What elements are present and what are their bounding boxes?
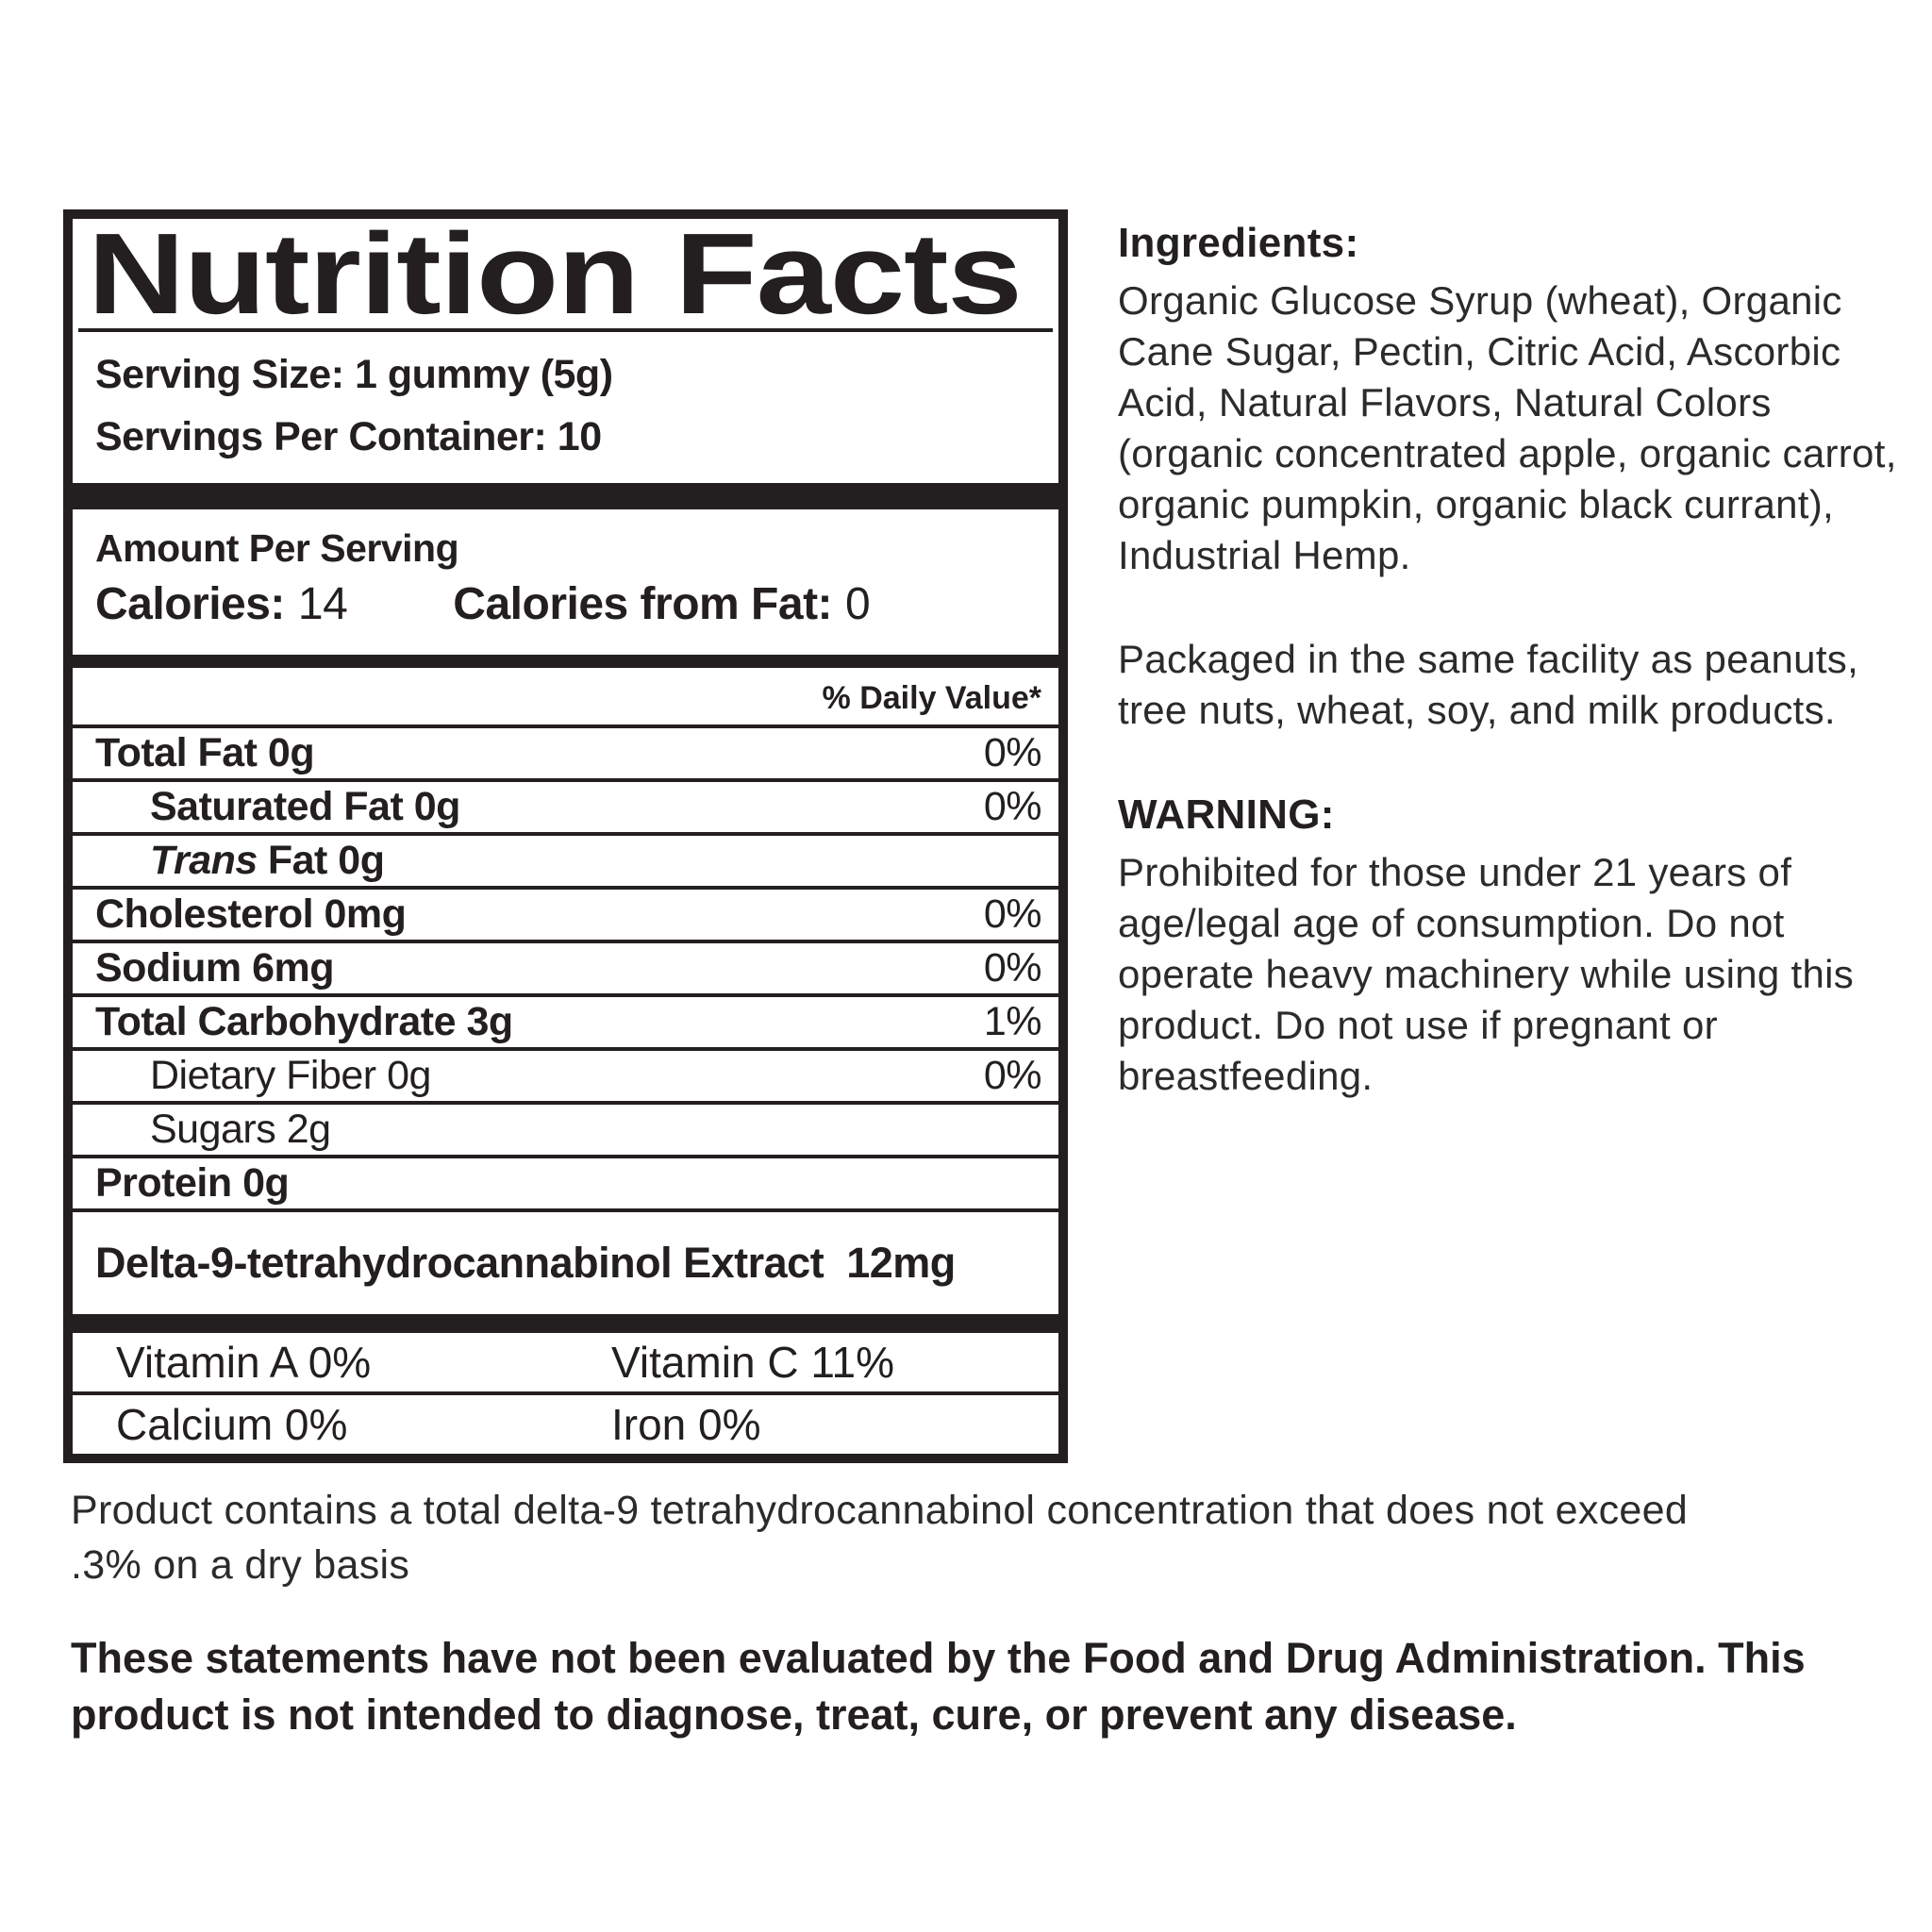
nutrition-panel: Nutrition Facts Serving Size: 1 gummy (5… (63, 209, 1068, 1463)
extract-label: Delta-9-tetrahydrocannabinol Extract (95, 1239, 824, 1287)
vitamin-c-cell: Vitamin C 11% (611, 1338, 894, 1387)
row-rule (73, 1101, 1058, 1105)
nutrient-label: Cholesterol 0mg (95, 891, 407, 937)
panel-title-wrap: Nutrition Facts (73, 209, 1058, 338)
nutrient-label: Total Carbohydrate 3g (95, 999, 513, 1044)
ingredients-heading: Ingredients: (1118, 220, 1359, 266)
nutrient-value: 0% (983, 730, 1042, 775)
nutrient-label: Total Fat 0g (95, 730, 315, 775)
nutrient-row-saturated-fat: Saturated Fat 0g 0% (73, 782, 1058, 832)
calories-from-fat-value: 0 (845, 579, 871, 629)
row-rule (73, 993, 1058, 997)
nutrient-value: 1% (983, 999, 1042, 1044)
row-rule (73, 832, 1058, 836)
calories-value: 14 (297, 579, 348, 629)
iron-cell: Iron 0% (611, 1400, 761, 1449)
nutrient-row-total-fat: Total Fat 0g 0% (73, 728, 1058, 778)
section-divider (73, 483, 1058, 509)
nutrient-label: Dietary Fiber 0g (150, 1053, 431, 1098)
title-rule (78, 328, 1053, 332)
nutrient-row-sugars: Sugars 2g (73, 1105, 1058, 1155)
serving-size: Serving Size: 1 gummy (5g) (95, 352, 613, 397)
row-rule (73, 886, 1058, 890)
serving-block: Serving Size: 1 gummy (5g) Servings Per … (73, 332, 1058, 483)
row-rule (73, 1391, 1058, 1395)
nutrient-row-cholesterol: Cholesterol 0mg 0% (73, 890, 1058, 940)
nutrient-label: Trans Fat 0g (95, 838, 385, 884)
extract-value: 12mg (846, 1239, 956, 1287)
nutrient-row-protein: Protein 0g (73, 1158, 1058, 1208)
extract-row: Delta-9-tetrahydrocannabinol Extract 12m… (73, 1212, 1058, 1314)
calories-from-fat-label: Calories from Fat: (453, 579, 833, 629)
section-divider (73, 1314, 1058, 1333)
calories-row: Calories: 14 Calories from Fat: 0 (95, 574, 1040, 636)
amount-per-serving: Amount Per Serving (95, 526, 459, 570)
row-rule (73, 724, 1058, 728)
warning-text: Prohibited for those under 21 years of a… (1118, 850, 1855, 1098)
daily-value-header: % Daily Value* (822, 680, 1041, 716)
vitamins-row-1: Vitamin A 0% Vitamin C 11% (73, 1333, 1058, 1391)
nutrient-label: Sugars 2g (150, 1107, 331, 1152)
trans-rest: Fat 0g (267, 838, 385, 883)
row-rule (73, 1155, 1058, 1158)
allergen-text: Packaged in the same facility as peanuts… (1118, 637, 1859, 732)
nutrient-value: 0% (983, 1053, 1042, 1098)
vitamins-row-2: Calcium 0% Iron 0% (73, 1395, 1058, 1454)
amount-block: Amount Per Serving Calories: 14 Calories f… (73, 509, 1058, 655)
panel-title: Nutrition Facts (88, 209, 1023, 338)
nutrient-label: Saturated Fat 0g (150, 784, 460, 829)
calcium-cell: Calcium 0% (116, 1400, 348, 1449)
warning-heading: WARNING: (1118, 791, 1335, 838)
section-divider (73, 655, 1058, 668)
row-rule (73, 778, 1058, 782)
calories-label: Calories: (95, 579, 285, 629)
trans-italic: Trans (150, 838, 258, 883)
concentration-note: Product contains a total delta-9 tetrahy… (71, 1488, 1689, 1588)
nutrient-value: 0% (983, 945, 1042, 991)
nutrient-row-trans-fat: Trans Fat 0g (73, 836, 1058, 886)
ingredients-text: Organic Glucose Syrup (wheat), Organic C… (1118, 278, 1897, 577)
vitamin-a-cell: Vitamin A 0% (116, 1338, 372, 1387)
nutrient-value: 0% (983, 891, 1042, 937)
nutrient-row-dietary-fiber: Dietary Fiber 0g 0% (73, 1051, 1058, 1101)
fda-disclaimer: These statements have not been evaluated… (71, 1634, 1806, 1739)
nutrient-label: Protein 0g (95, 1160, 290, 1206)
row-rule (73, 1047, 1058, 1051)
nutrient-row-total-carbohydrate: Total Carbohydrate 3g 1% (73, 997, 1058, 1047)
servings-per-container: Servings Per Container: 10 (95, 414, 602, 459)
row-rule (73, 1208, 1058, 1212)
row-rule (73, 940, 1058, 943)
nutrient-row-sodium: Sodium 6mg 0% (73, 943, 1058, 993)
nutrient-value: 0% (983, 784, 1042, 829)
info-column: Ingredients: Organic Glucose Syrup (whea… (1118, 217, 1920, 1102)
nutrient-label: Sodium 6mg (95, 945, 335, 991)
